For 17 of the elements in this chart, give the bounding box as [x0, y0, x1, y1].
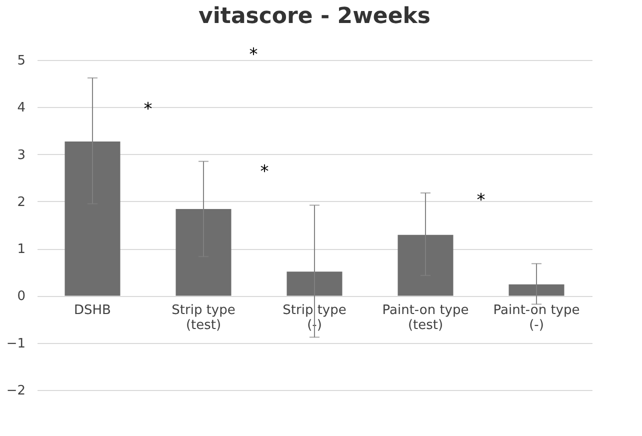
annotation: * — [476, 190, 486, 210]
y-tick-label: 0 — [17, 289, 26, 304]
x-tick-label: Paint-on type (test) — [382, 303, 469, 334]
x-tick-label: DSHB — [74, 303, 111, 318]
chart-title: vitascore - 2weeks — [198, 4, 430, 30]
y-tick-label: −1 — [6, 336, 26, 352]
y-tick-label: 3 — [17, 148, 26, 163]
annotation: * — [249, 45, 258, 66]
y-tick-label: 1 — [17, 242, 26, 258]
y-tick-label: 5 — [17, 54, 26, 68]
annotation: * — [144, 100, 152, 120]
x-tick-label: Paint-on type (-) — [493, 303, 580, 334]
y-tick-label: −2 — [6, 384, 26, 398]
y-tick-label: 2 — [17, 194, 26, 210]
x-tick-label: Strip type (test) — [172, 303, 236, 334]
annotation: * — [260, 162, 269, 182]
y-tick-label: 4 — [17, 100, 26, 116]
